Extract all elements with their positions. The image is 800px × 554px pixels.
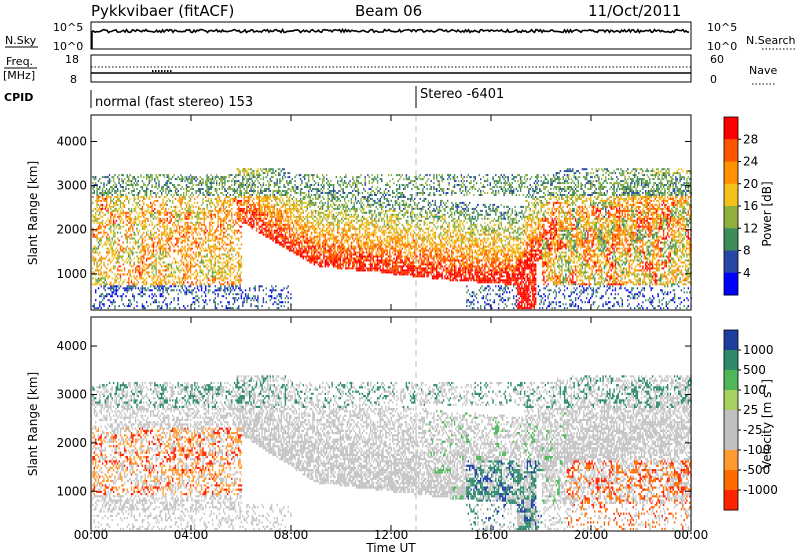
x-tick-label: 20:00: [574, 528, 609, 542]
colorbar-swatch: [724, 228, 738, 251]
colorbar-tick-label: 500: [743, 363, 766, 377]
nsky-line: [92, 30, 689, 33]
colorbar-swatch: [724, 139, 738, 162]
colorbar-swatch: [724, 390, 738, 411]
cpid-row: CPID normal (fast stereo) 153 Stereo -64…: [4, 86, 504, 110]
power-colorbar: 28 24 20 16 12 8 4: [724, 117, 758, 296]
y-tick-label: 3000: [56, 387, 87, 401]
colorbar-tick-label: 28: [743, 132, 758, 146]
colorbar-swatch: [724, 410, 738, 431]
colorbar-swatch: [724, 184, 738, 207]
nave-bottom-tick: 0: [710, 73, 717, 86]
freq-top-tick: 18: [65, 53, 79, 66]
power-ylabel: Slant Range [km]: [26, 161, 40, 265]
power-heatmap: [92, 168, 692, 309]
x-tick-label: 12:00: [374, 528, 409, 542]
beam-title: Beam 06: [355, 2, 422, 20]
colorbar-tick-label: 12: [743, 221, 758, 235]
power-panel: 1000 2000 3000 4000 Slant Range [km]: [26, 115, 692, 310]
nsky-strip: N.Sky 10^5 10^0 10^5 10^0 N.Search: [5, 21, 796, 53]
colorbar-swatch: [724, 273, 738, 296]
colorbar-swatch: [724, 370, 738, 391]
colorbar-swatch: [724, 430, 738, 451]
x-tick-label: 00:00: [674, 528, 709, 542]
colorbar-swatch: [724, 251, 738, 274]
nsky-top-tick: 10^5: [53, 21, 83, 34]
x-tick-label: 16:00: [474, 528, 509, 542]
x-tick-label: 00:00: [74, 528, 109, 542]
velocity-ylabel: Slant Range [km]: [26, 372, 40, 476]
cpid-label: CPID: [4, 91, 33, 104]
colorbar-tick-label: 24: [743, 155, 758, 169]
nsky-label: N.Sky: [5, 34, 37, 47]
freq-unit: [MHz]: [3, 69, 35, 82]
x-tick-label: 08:00: [274, 528, 309, 542]
y-tick-label: 3000: [56, 179, 87, 193]
y-tick-label: 2000: [56, 436, 87, 450]
x-tick-label: 04:00: [174, 528, 209, 542]
freq-bottom-tick: 8: [70, 73, 77, 86]
y-tick-label: 4000: [56, 134, 87, 148]
cpid-mode-normal: normal (fast stereo) 153: [95, 95, 253, 110]
colorbar-tick-label: 20: [743, 177, 758, 191]
colorbar-swatch: [724, 206, 738, 229]
colorbar-tick-label: -1000: [743, 483, 778, 497]
colorbar-tick-label: 16: [743, 199, 758, 213]
colorbar-tick-label: 1000: [743, 343, 774, 357]
velocity-colorbar-label: Velocity [m s-1]: [759, 379, 774, 469]
colorbar-tick-label: 8: [743, 244, 751, 258]
power-colorbar-label: Power [dB]: [760, 181, 774, 246]
freq-label: Freq.: [6, 55, 33, 68]
colorbar-tick-label: 4: [743, 266, 751, 280]
velocity-panel: 1000 2000 3000 4000 Slant Range [km]: [26, 317, 692, 531]
nave-top-tick: 60: [710, 53, 724, 66]
cpid-mode-stereo: Stereo -6401: [420, 87, 504, 102]
colorbar-swatch: [724, 490, 738, 511]
colorbar-swatch: [724, 117, 738, 140]
velocity-heatmap: [92, 375, 692, 530]
station-title: Pykkvibaer (fitACF): [91, 2, 234, 20]
colorbar-swatch: [724, 162, 738, 185]
y-tick-label: 1000: [56, 267, 87, 281]
colorbar-swatch: [724, 330, 738, 351]
y-tick-label: 2000: [56, 223, 87, 237]
nave-label: Nave: [749, 64, 777, 77]
y-tick-label: 1000: [56, 484, 87, 498]
freq-strip: Freq. [MHz] 18 8 60 0 Nave: [3, 53, 777, 86]
nsearch-top-tick: 10^5: [707, 21, 737, 34]
nsky-trace: [92, 30, 689, 50]
nsearch-bottom-tick: 10^0: [707, 40, 737, 53]
nsky-bottom-tick: 10^0: [53, 40, 83, 53]
colorbar-swatch: [724, 450, 738, 471]
time-axis-label: Time UT: [365, 541, 416, 554]
colorbar-tick-label: 25: [743, 403, 758, 417]
date-title: 11/Oct/2011: [588, 2, 681, 20]
colorbar-swatch: [724, 470, 738, 491]
nsearch-label: N.Search: [746, 34, 796, 47]
y-tick-label: 4000: [56, 339, 87, 353]
colorbar-swatch: [724, 350, 738, 371]
